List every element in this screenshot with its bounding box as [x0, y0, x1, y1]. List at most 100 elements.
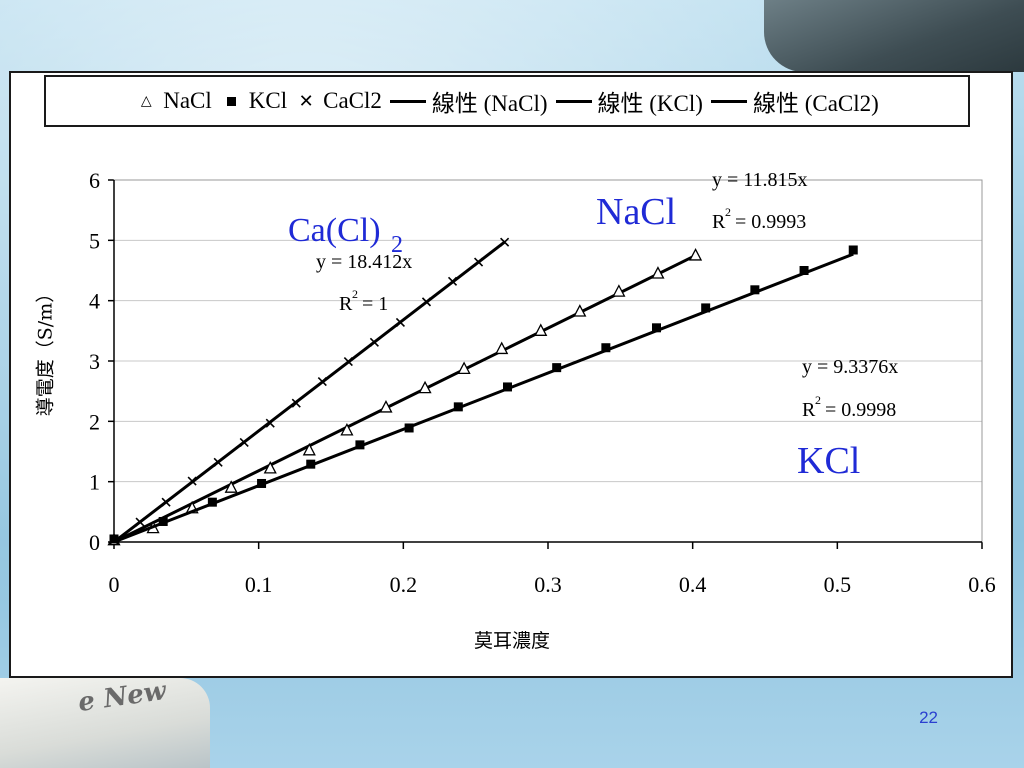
y-tick-label: 5 — [89, 228, 100, 253]
data-point-cacl2 — [161, 497, 171, 507]
cacl2-equation: y = 18.412x — [316, 251, 412, 273]
data-point-nacl — [340, 422, 354, 436]
legend-item-2: ✕ CaCl2 — [295, 88, 382, 114]
typewriter-image — [764, 0, 1024, 72]
y-tick-label: 4 — [89, 289, 100, 314]
data-point-kcl — [453, 402, 463, 412]
data-point-kcl — [601, 343, 611, 353]
line-marker-icon — [389, 99, 426, 103]
data-point-kcl — [502, 382, 512, 392]
nacl-r2-letter: R — [712, 211, 726, 233]
kcl-r2-letter: R — [802, 399, 816, 421]
x-tick-label: 0.2 — [390, 572, 418, 597]
data-point-cacl2 — [343, 357, 353, 367]
cacl2-r2-letter: R — [339, 293, 353, 315]
data-point-nacl — [457, 361, 471, 374]
legend-item-1: KCl — [220, 88, 287, 114]
trendline-nacl — [113, 254, 697, 544]
data-point-cacl2 — [135, 517, 145, 527]
slide-number: 22 — [919, 708, 938, 727]
legend-label: 線性 (NaCl) — [431, 91, 548, 116]
legend-item-0: △ NaCl — [135, 88, 212, 114]
x-tick-label: 0.6 — [968, 572, 996, 597]
y-axis-title: 導電度（S/m） — [34, 283, 57, 417]
x-tick-label: 0.4 — [679, 572, 707, 597]
y-tick-label: 1 — [89, 470, 100, 495]
data-point-nacl — [688, 248, 703, 261]
legend-label: 線性 (CaCl2) — [752, 91, 879, 116]
y-tick-label: 6 — [89, 168, 100, 193]
data-point-kcl — [750, 285, 760, 295]
cacl2-r2-value: = 1 — [362, 293, 388, 315]
data-point-kcl — [158, 516, 168, 526]
data-point-nacl — [534, 323, 548, 336]
data-point-kcl — [257, 478, 267, 488]
y-tick-label: 3 — [89, 349, 100, 374]
chart-frame — [9, 71, 1013, 678]
kcl-equation: y = 9.3376x — [802, 356, 898, 378]
legend-item-4: 線性 (KCl) — [555, 84, 703, 118]
data-point-cacl2 — [187, 476, 197, 486]
data-point-kcl — [109, 534, 119, 544]
y-tick-label: 0 — [89, 530, 100, 555]
x-tick-label: 0 — [109, 572, 120, 597]
newspaper-image — [0, 678, 210, 768]
data-point-cacl2 — [473, 257, 484, 267]
data-point-cacl2 — [369, 337, 379, 347]
x-tick-label: 0.5 — [824, 572, 852, 597]
kcl-series-title: KCl — [797, 440, 860, 482]
data-point-cacl2 — [291, 398, 301, 408]
square-marker-icon — [226, 96, 236, 106]
data-point-nacl — [263, 460, 277, 474]
data-point-cacl2 — [395, 317, 406, 327]
data-point-cacl2 — [213, 457, 223, 467]
data-point-nacl — [495, 341, 509, 355]
data-point-cacl2 — [265, 418, 275, 428]
data-point-nacl — [612, 284, 626, 297]
data-point-kcl — [355, 440, 365, 450]
data-point-kcl — [799, 266, 809, 275]
data-point-nacl — [418, 380, 432, 394]
legend-label: KCl — [248, 88, 288, 113]
chart-legend: △ NaCl KCl ✕ CaCl2 線性 (NaCl) 線性 (KCl) 線性 (CaCl2… — [44, 75, 970, 127]
nacl-equation: y = 11.815x — [712, 169, 808, 191]
legend-item-5: 線性 (CaCl2) — [710, 84, 879, 118]
legend-item-3: 線性 (NaCl) — [389, 84, 548, 118]
data-point-nacl — [379, 400, 393, 413]
data-point-kcl — [701, 303, 711, 313]
data-point-cacl2 — [421, 297, 432, 307]
legend-label: NaCl — [163, 88, 212, 113]
data-point-nacl — [302, 442, 316, 456]
triangle-marker-icon: △ — [140, 93, 152, 109]
data-point-kcl — [552, 363, 562, 373]
line-marker-icon — [555, 99, 592, 103]
legend-label: CaCl2 — [323, 88, 382, 113]
nacl-r2-value: = 0.9993 — [735, 211, 806, 233]
data-point-nacl — [573, 304, 587, 317]
data-point-cacl2 — [109, 535, 119, 545]
data-point-kcl — [848, 245, 858, 255]
data-point-kcl — [207, 497, 217, 507]
data-point-kcl — [404, 423, 414, 433]
kcl-r2-value: = 0.9998 — [825, 399, 896, 421]
cacl2-series-title: Ca(Cl) — [288, 212, 381, 249]
data-point-kcl — [652, 323, 661, 333]
data-point-cacl2 — [239, 437, 249, 448]
x-tick-label: 0.1 — [245, 572, 273, 597]
x-tick-label: 0.3 — [534, 572, 562, 597]
y-tick-label: 2 — [89, 409, 100, 434]
cacl2-r2-superscript: 2 — [352, 287, 358, 301]
kcl-r2-superscript: 2 — [815, 393, 821, 407]
data-point-cacl2 — [317, 376, 327, 387]
data-point-kcl — [306, 459, 316, 469]
cacl2-series-title-subscript: 2 — [391, 232, 403, 258]
data-point-nacl — [224, 480, 238, 493]
data-point-cacl2 — [447, 276, 458, 286]
legend-label: 線性 (KCl) — [597, 91, 703, 116]
nacl-r2-superscript: 2 — [725, 205, 731, 219]
data-point-cacl2 — [500, 237, 510, 247]
trendline-kcl — [113, 252, 854, 544]
data-point-nacl — [651, 266, 665, 279]
nacl-series-title: NaCl — [596, 191, 676, 233]
